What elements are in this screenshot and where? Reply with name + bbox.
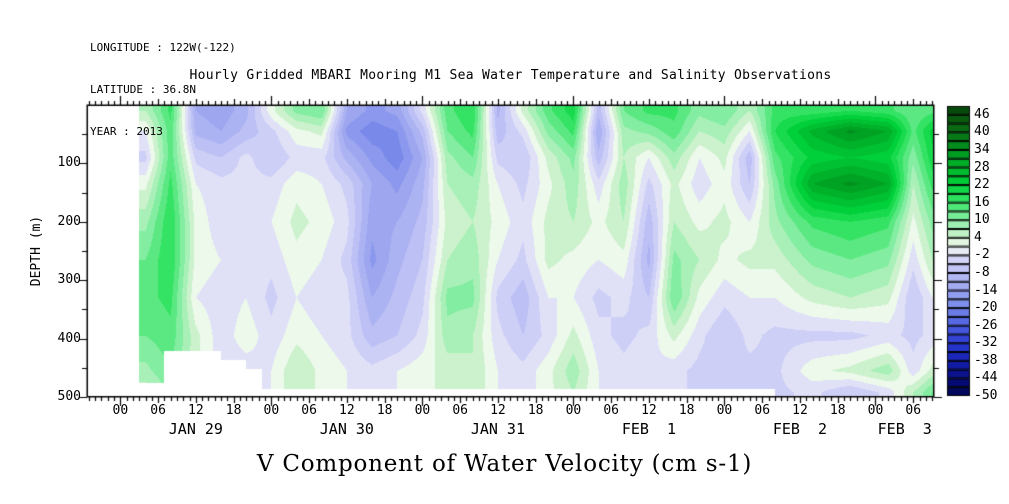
- x-hour-tick-label: 06: [150, 403, 166, 418]
- colorbar-tick-label: 40: [974, 124, 990, 140]
- x-date-label: FEB 2: [772, 420, 828, 438]
- x-date-label: JAN 29: [168, 420, 223, 438]
- x-hour-tick-label: 00: [716, 403, 733, 418]
- x-hour-tick-label: 12: [490, 403, 506, 418]
- x-hour-tick-label: 12: [339, 403, 355, 418]
- colorbar-tick-label: 46: [974, 106, 990, 122]
- x-hour-tick-label: 18: [678, 403, 695, 418]
- x-hour-tick-label: 00: [867, 403, 884, 418]
- colorbar-tick-label: 22: [974, 177, 990, 193]
- x-hour-tick-label: 18: [376, 403, 393, 418]
- x-hour-tick-label: 06: [754, 403, 771, 418]
- x-hour-tick-label: 18: [225, 403, 242, 418]
- year-label: YEAR : 2013: [90, 125, 163, 138]
- x-hour-tick-label: 06: [301, 403, 317, 418]
- y-tick-label: 100: [57, 155, 81, 171]
- colorbar-tick-label: -14: [974, 282, 998, 298]
- colorbar-tick-label: -8: [974, 264, 990, 280]
- latitude-label: LATITUDE : 36.8N: [90, 83, 196, 96]
- colorbar-tick-label: -50: [974, 388, 998, 403]
- x-date-label: FEB 3: [877, 420, 932, 438]
- x-hour-tick-label: 18: [527, 403, 544, 418]
- x-hour-tick-label: 00: [414, 403, 431, 418]
- metadata-block: LONGITUDE : 122W(-122) LATITUDE : 36.8N …: [90, 13, 236, 167]
- y-tick-label: 200: [57, 213, 81, 229]
- colorbar-tick-label: 34: [974, 141, 990, 157]
- colorbar-variable-title: V Component of Water Velocity (cm s-1): [256, 451, 753, 477]
- x-hour-tick-label: 12: [792, 403, 808, 418]
- x-hour-tick-label: 00: [112, 403, 129, 418]
- x-hour-tick-label: 18: [829, 403, 846, 418]
- x-date-label: FEB 1: [621, 420, 677, 438]
- y-tick-label: 300: [57, 272, 81, 288]
- chart-title: Hourly Gridded MBARI Mooring M1 Sea Wate…: [189, 68, 832, 83]
- colorbar-tick-label: -32: [974, 335, 998, 351]
- x-hour-tick-label: 06: [603, 403, 619, 418]
- x-hour-tick-label: 00: [263, 403, 280, 418]
- colorbar-tick-label: -20: [974, 300, 998, 316]
- colorbar-tick-label: 28: [974, 159, 990, 175]
- x-hour-tick-label: 00: [565, 403, 582, 418]
- colorbar-tick-label: 4: [974, 229, 982, 245]
- y-axis-title: DEPTH (m): [29, 215, 44, 287]
- y-tick-label: 500: [57, 389, 81, 404]
- x-hour-tick-label: 12: [188, 403, 204, 418]
- colorbar-tick-label: -44: [974, 370, 998, 386]
- colorbar-tick-label: -2: [974, 247, 990, 263]
- x-date-label: JAN 31: [470, 420, 525, 438]
- x-hour-tick-label: 12: [641, 403, 657, 418]
- x-hour-tick-label: 06: [905, 403, 922, 418]
- colorbar-tick-label: -38: [974, 352, 998, 368]
- x-hour-tick-label: 06: [452, 403, 468, 418]
- y-tick-label: 400: [57, 330, 81, 346]
- x-date-label: JAN 30: [319, 420, 374, 438]
- longitude-label: LONGITUDE : 122W(-122): [90, 41, 236, 54]
- colorbar-tick-label: 10: [974, 212, 990, 228]
- colorbar-tick-label: 16: [974, 194, 990, 210]
- colorbar-tick-label: -26: [974, 317, 998, 333]
